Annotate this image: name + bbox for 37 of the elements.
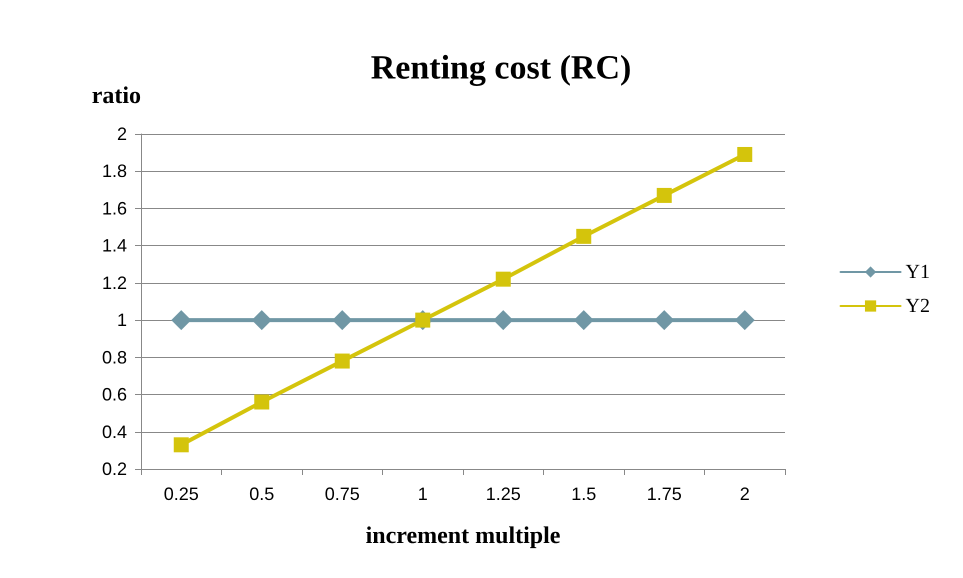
point [254, 394, 270, 410]
y-tick-label: 1.2 [102, 272, 127, 293]
point [496, 272, 511, 287]
legend-label: Y2 [906, 295, 930, 317]
y-tick-label: 1.6 [102, 198, 127, 218]
point [334, 354, 350, 369]
x-tick-label: 1.25 [486, 484, 521, 504]
x-tick-label: 0.25 [164, 484, 199, 504]
x-tick-label: 0.75 [324, 484, 360, 504]
point [734, 310, 755, 330]
y-tick-label: 0.6 [102, 384, 127, 405]
point [576, 228, 592, 244]
x-tick-label: 1.75 [646, 484, 682, 504]
y-tick-label: 2 [116, 124, 127, 144]
point [737, 146, 752, 162]
legend-label: Y1 [906, 261, 930, 283]
x-tick-label: 1.5 [571, 484, 596, 504]
y-tick-label: 0.4 [102, 422, 127, 442]
point [174, 437, 189, 452]
x-tick-label: 1 [418, 484, 428, 504]
y-tick-label: 0.8 [102, 347, 127, 368]
y-tick-label: 1.4 [102, 236, 127, 256]
point [252, 310, 272, 330]
point [654, 310, 674, 330]
y-tick-label: 1.8 [102, 161, 127, 182]
y-axis-title: ratio [92, 83, 141, 109]
y-tick-label: 1 [116, 310, 127, 330]
point [332, 310, 352, 330]
chart-title: Renting cost (RC) [370, 50, 632, 86]
y-tick-label: 0.2 [102, 459, 127, 479]
x-tick-label: 0.5 [249, 484, 274, 504]
point [574, 310, 594, 330]
point [493, 310, 514, 330]
x-axis-title: increment multiple [366, 523, 561, 549]
point [656, 188, 672, 203]
point [171, 310, 192, 330]
x-tick-label: 2 [740, 484, 750, 504]
